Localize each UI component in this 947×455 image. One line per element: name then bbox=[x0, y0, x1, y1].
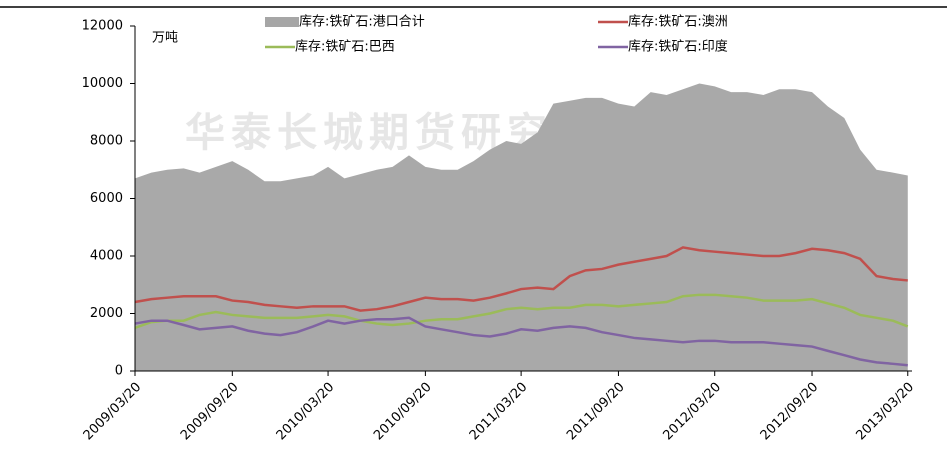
y-tick-label: 8000 bbox=[90, 134, 123, 149]
y-tick-label: 4000 bbox=[90, 249, 123, 264]
y-tick-label: 6000 bbox=[90, 191, 123, 206]
legend-label: 库存:铁矿石:澳洲 bbox=[628, 14, 728, 30]
x-tick-label: 2011/03/20 bbox=[467, 380, 531, 444]
line bbox=[134, 316, 908, 367]
legend-label: 库存:铁矿石:港口合计 bbox=[299, 14, 425, 30]
x-tick-label: 2009/09/20 bbox=[178, 380, 242, 444]
y-tick-label: 10000 bbox=[82, 76, 123, 91]
y-tick-label: 2000 bbox=[90, 306, 123, 321]
x-tick-label: 2010/03/20 bbox=[274, 380, 338, 444]
legend-swatch bbox=[265, 17, 299, 27]
y-tick-label: 0 bbox=[115, 364, 123, 379]
x-tick-label: 2009/03/20 bbox=[81, 380, 145, 444]
x-tick-label: 2011/09/20 bbox=[564, 380, 628, 444]
legend-label: 库存:铁矿石:印度 bbox=[628, 39, 728, 55]
area bbox=[135, 83, 908, 371]
legend-label: 库存:铁矿石:巴西 bbox=[295, 39, 395, 55]
x-tick-label: 2013/03/20 bbox=[853, 380, 917, 444]
unit-label: 万吨 bbox=[152, 31, 178, 46]
x-tick-label: 2012/09/20 bbox=[758, 380, 822, 444]
y-tick-label: 12000 bbox=[82, 19, 123, 34]
line bbox=[134, 293, 909, 330]
x-tick-label: 2010/09/20 bbox=[371, 380, 435, 444]
line bbox=[134, 246, 908, 312]
x-tick-label: 2012/03/20 bbox=[660, 380, 724, 444]
plot bbox=[134, 83, 909, 371]
